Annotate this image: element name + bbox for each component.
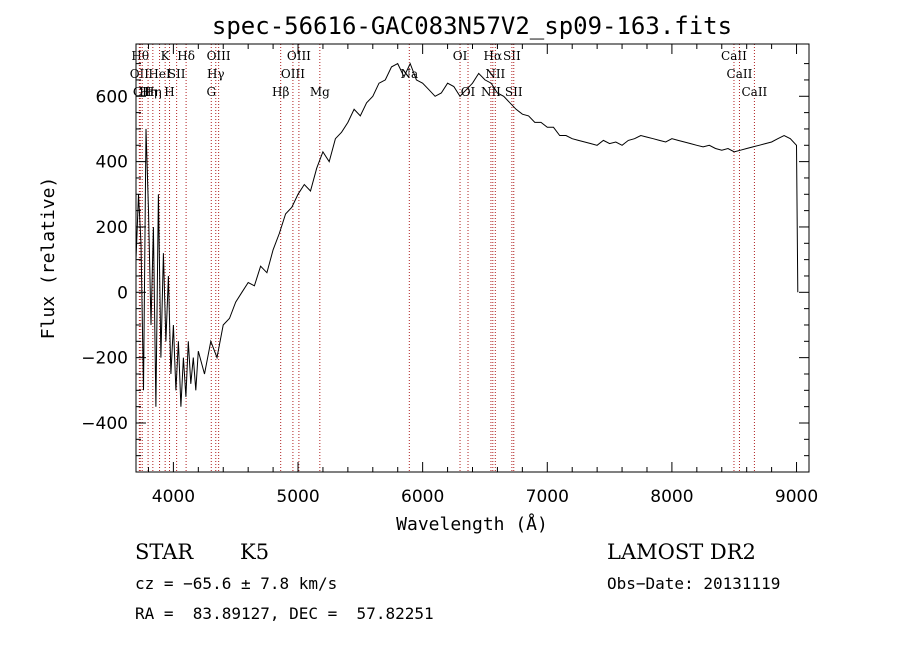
object-class: STAR [135,540,194,564]
spectrum-series-layer [135,62,799,407]
spectral-line-label: SII [505,85,523,99]
spectral-line-label: OII [130,67,150,81]
spectral-line-label: CII [133,85,152,99]
y-tick-label: −200 [81,349,128,369]
x-tick-label: 7000 [526,487,569,507]
spectral-line-label: Hθ [131,49,149,63]
spectral-line-label: NII [481,85,501,99]
spectral-line-label: H [164,85,174,99]
spectral-line-label: SII [503,49,521,63]
x-axis-label: Wavelength (Å) [396,513,548,535]
sky-coordinates: RA = 83.89127, DEC = 57.82251 [135,604,434,623]
y-tick-label: 200 [96,218,128,238]
plot-frame [135,43,810,473]
x-tick-label: 6000 [401,487,444,507]
spectral-line-label: OIII [287,49,311,63]
spectral-line-label: OIII [281,67,305,81]
spectrum-series-line [135,62,799,407]
spectral-line-label: OIII [207,49,231,63]
x-tick-label: 9000 [775,487,818,507]
spectral-line-label: Na [400,67,418,81]
y-tick-label: −400 [81,414,128,434]
spectral-line-label: Hα [484,49,503,63]
object-subclass: K5 [240,540,270,564]
spectral-line-label: Hη [144,85,162,99]
x-tick-label: 8000 [650,487,693,507]
redshift-cz: cz = −65.6 ± 7.8 km/s [135,574,338,593]
spectral-line-label: K [161,49,171,63]
x-tick-label: 5000 [276,487,319,507]
axes-layer: 4000 5000 6000 7000 8000 9000 −400 −200 0 200 400 6… [81,44,818,507]
spectral-line-label: CaII [741,85,767,99]
observation-date: Obs−Date: 20131119 [607,574,781,593]
chart-title: spec-56616-GAC083N57V2_sp09-163.fits [212,12,732,40]
spectral-line-label: Hβ [272,85,289,99]
spectral-line-label: Hγ [207,67,225,81]
spectral-line-label: CaII [721,49,747,63]
spectral-line-label: OI [461,85,476,99]
y-tick-label: 0 [117,283,128,303]
y-tick-label: 600 [96,87,128,107]
spectral-line-label: Hδ [177,49,195,63]
x-tick-label: 4000 [152,487,195,507]
y-axis-label: Flux (relative) [38,177,59,340]
spectral-line-label: Mg [310,85,330,99]
spectral-line-label: G [206,85,216,99]
spectral-line-label: OI [453,49,468,63]
y-tick-label: 400 [96,153,128,173]
survey-name: LAMOST DR2 [607,540,756,564]
spectral-line-label: CaII [727,67,753,81]
spectral-line-label: SII [168,67,186,81]
spectral-line-label: NII [485,67,505,81]
spectral-lines-layer: HθOIICIIHηHηHeIKHSIIHδGHγOIIIHβOIIIOIIIM… [130,44,768,472]
